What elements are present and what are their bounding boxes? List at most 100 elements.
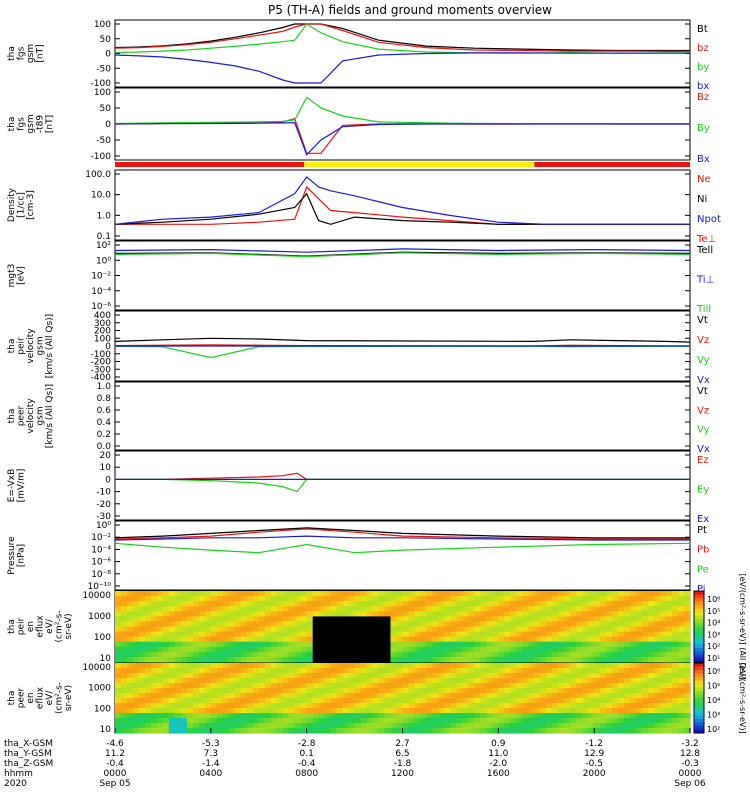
- spectrogram-cell: [612, 606, 619, 612]
- spectrogram-cell: [408, 723, 416, 729]
- spectrogram-cell: [180, 616, 188, 623]
- spectrogram-cell: [318, 668, 326, 674]
- spectrogram-cell: [678, 708, 685, 714]
- spectrogram-cell: [127, 668, 134, 674]
- spectrogram-cell: [678, 656, 685, 663]
- spectrogram-cell: [408, 728, 416, 734]
- spectrogram-cell: [450, 656, 457, 663]
- spectrogram-cell: [306, 611, 314, 617]
- spectrogram-cell: [588, 611, 595, 617]
- spectrogram-cell: [684, 703, 691, 709]
- spectrogram-cell: [372, 698, 380, 704]
- spectrogram-cell: [234, 678, 242, 684]
- colorbar-tick: 10³: [707, 630, 720, 639]
- spectrogram-cell: [468, 626, 475, 633]
- spectrogram-cell: [294, 703, 302, 709]
- xaxis-value: -0.4: [106, 759, 124, 769]
- series-Ni: [114, 192, 690, 225]
- spectrogram-cell: [168, 656, 176, 663]
- spectrogram-cell: [378, 611, 386, 617]
- spectrogram-cell: [402, 616, 410, 623]
- spectrogram-cell: [318, 646, 326, 653]
- spectrogram-cell: [444, 673, 451, 679]
- spectrogram-cell: [552, 646, 559, 653]
- spectrogram-cell: [492, 616, 499, 623]
- spectrogram-cell: [162, 626, 170, 633]
- spectrogram-cell: [504, 616, 511, 623]
- spectrogram-cell: [486, 651, 493, 658]
- spectrogram-cell: [426, 713, 434, 719]
- spectrogram-cell: [127, 683, 134, 689]
- spectrogram-cell: [139, 668, 146, 674]
- spectrogram-cell: [270, 703, 278, 709]
- spectrogram-cell: [468, 668, 475, 674]
- spectrogram-cell: [312, 683, 320, 689]
- spectrogram-cell: [498, 688, 505, 694]
- spectrogram-cell: [264, 678, 272, 684]
- spectrogram-cell: [306, 636, 314, 643]
- spectrogram-cell: [282, 728, 290, 734]
- spectrogram-cell: [528, 663, 535, 669]
- spectrogram-cell: [678, 673, 685, 679]
- spectrogram-cell: [258, 621, 266, 628]
- series-Pb: [114, 528, 690, 540]
- spectrogram-cell: [180, 636, 188, 643]
- spectrogram-cell: [510, 616, 517, 623]
- panel-peir_en_eflux: tha peir en eflux eV/(cm²-s-sr-eV)1000010001…: [7, 574, 747, 680]
- spectrogram-cell: [324, 703, 332, 709]
- spectrogram-cell: [408, 678, 416, 684]
- spectrogram-cell: [558, 596, 565, 602]
- spectrogram-cell: [300, 631, 308, 638]
- spectrogram-cell: [666, 646, 673, 653]
- spectrogram-cell: [360, 636, 368, 643]
- spectrogram-cell: [342, 693, 350, 699]
- spectrogram-cell: [276, 698, 284, 704]
- spectrogram-cell: [564, 616, 571, 623]
- spectrogram-cell: [312, 663, 320, 669]
- ytick-label: 0.8: [97, 394, 112, 404]
- spectrogram-cell: [414, 656, 422, 663]
- spectrogram-cell: [300, 703, 308, 709]
- spectrogram-cell: [438, 693, 445, 699]
- spectrogram-cell: [162, 651, 170, 658]
- spectrogram-cell: [510, 611, 517, 617]
- spectrogram-cell: [204, 728, 212, 734]
- spectrogram-cell: [270, 678, 278, 684]
- spectrogram-cell: [133, 673, 140, 679]
- spectrogram-cell: [486, 698, 493, 704]
- spectrogram-cell: [570, 708, 577, 714]
- spectrogram-cell: [510, 626, 517, 633]
- spectrogram-cell: [330, 651, 338, 658]
- spectrogram-cell: [174, 718, 182, 724]
- spectrogram-cell: [594, 683, 601, 689]
- spectrogram-cell: [216, 683, 224, 689]
- spectrogram-cell: [198, 651, 206, 658]
- spectrogram-cell: [678, 601, 685, 607]
- spectrogram-cell: [121, 703, 128, 709]
- spectrogram-cell: [480, 728, 487, 734]
- spectrogram-cell: [420, 728, 428, 734]
- spectrogram-cell: [216, 678, 224, 684]
- spectrogram-cell: [396, 596, 404, 602]
- spectrogram-cell: [540, 636, 547, 643]
- spectrogram-cell: [360, 673, 368, 679]
- spectrogram-cell: [570, 678, 577, 684]
- spectrogram-cell: [294, 636, 302, 643]
- spectrogram-cell: [330, 641, 338, 648]
- spectrogram-cell: [630, 663, 637, 669]
- spectrogram-cell: [420, 698, 428, 704]
- spectrogram-cell: [258, 673, 266, 679]
- spectrogram-cell: [462, 596, 469, 602]
- ylabel-line: gsm: [36, 336, 46, 355]
- ytick-label: -50: [96, 136, 111, 146]
- panel-ylabel: tha fgs gsm [nT]: [7, 44, 46, 63]
- spectrogram-cell: [354, 641, 362, 648]
- spectrogram-cell: [684, 693, 691, 699]
- spectrogram-cell: [648, 708, 655, 714]
- spectrogram-cell: [648, 678, 655, 684]
- spectrogram-cell: [426, 708, 434, 714]
- spectrogram-cell: [438, 678, 445, 684]
- spectrogram-cell: [426, 601, 434, 607]
- spectrogram-cell: [522, 663, 529, 669]
- spectrogram-cell: [156, 611, 164, 617]
